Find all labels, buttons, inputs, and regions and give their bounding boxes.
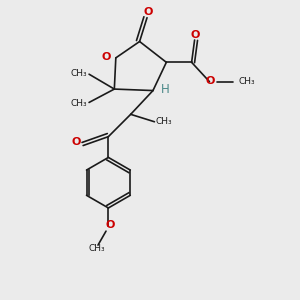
Text: O: O (105, 220, 115, 230)
Text: O: O (206, 76, 215, 86)
Text: CH₃: CH₃ (71, 69, 88, 78)
Text: CH₃: CH₃ (156, 117, 172, 126)
Text: CH₃: CH₃ (88, 244, 105, 253)
Text: H: H (160, 82, 169, 96)
Text: CH₃: CH₃ (238, 76, 255, 85)
Text: O: O (101, 52, 111, 62)
Text: O: O (71, 137, 80, 147)
Text: O: O (191, 30, 200, 40)
Text: O: O (144, 8, 153, 17)
Text: CH₃: CH₃ (71, 98, 88, 107)
